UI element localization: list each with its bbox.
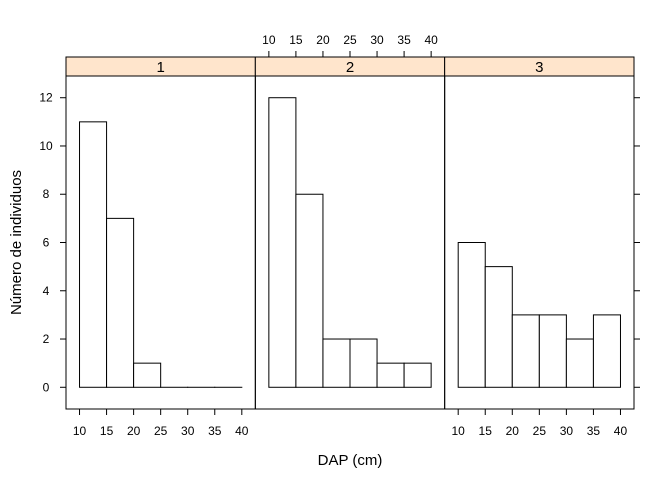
x-tick-label-panel-3: 15: [479, 424, 493, 438]
x-tick-label-panel-3: 25: [533, 424, 547, 438]
x-tick-label-panel-2: 30: [370, 33, 384, 47]
x-tick-label-panel-1: 40: [235, 424, 249, 438]
x-tick-label-panel-1: 20: [127, 424, 141, 438]
strip-label-3: 3: [535, 59, 543, 76]
y-tick-label: 6: [43, 236, 50, 250]
x-tick-label-panel-1: 10: [73, 424, 87, 438]
bar-panel-3-bin-1: [457, 242, 486, 388]
x-tick-label-panel-3: 10: [452, 424, 466, 438]
bar-panel-1-bin-1: [79, 121, 108, 388]
x-tick-label-panel-1: 15: [100, 424, 114, 438]
bar-panel-2-bin-3: [322, 338, 351, 388]
x-tick-label-panel-2: 15: [289, 33, 303, 47]
y-tick-label: 0: [43, 380, 50, 394]
x-tick-label-panel-3: 20: [506, 424, 520, 438]
bar-panel-2-bin-1: [268, 97, 297, 388]
bar-panel-2-bin-5: [376, 362, 405, 388]
bar-panel-2-bin-4: [349, 338, 378, 388]
y-tick-label: 2: [43, 332, 50, 346]
bar-panel-1-bin-3: [133, 362, 162, 388]
x-tick-label-panel-1: 35: [208, 424, 222, 438]
bar-panel-2-bin-2: [295, 193, 324, 388]
bar-panel-3-bin-3: [511, 314, 540, 388]
bar-panel-3-bin-6: [592, 314, 621, 388]
x-tick-label-panel-2: 10: [262, 33, 276, 47]
x-tick-label-panel-1: 30: [181, 424, 195, 438]
x-tick-label-panel-2: 40: [424, 33, 438, 47]
x-tick-label-panel-3: 35: [587, 424, 601, 438]
x-tick-label-panel-3: 40: [614, 424, 628, 438]
bar-panel-1-bin-2: [106, 217, 135, 388]
x-axis-title: DAP (cm): [318, 452, 383, 469]
y-tick-label: 12: [39, 91, 53, 105]
strip-label-2: 2: [346, 59, 354, 76]
bar-panel-3-bin-5: [565, 338, 594, 388]
x-tick-label-panel-1: 25: [154, 424, 168, 438]
x-tick-label-panel-2: 35: [397, 33, 411, 47]
y-tick-label: 10: [39, 139, 53, 153]
strip-label-1: 1: [156, 59, 164, 76]
y-tick-label: 4: [43, 284, 50, 298]
y-axis-title: Número de individuos: [8, 170, 25, 315]
bar-panel-3-bin-4: [538, 314, 567, 388]
x-tick-label-panel-2: 25: [343, 33, 357, 47]
bar-panel-2-bin-6: [403, 362, 432, 388]
x-tick-label-panel-2: 20: [316, 33, 330, 47]
bar-panel-3-bin-2: [484, 266, 513, 388]
y-tick-label: 8: [43, 187, 50, 201]
x-tick-label-panel-3: 30: [560, 424, 574, 438]
